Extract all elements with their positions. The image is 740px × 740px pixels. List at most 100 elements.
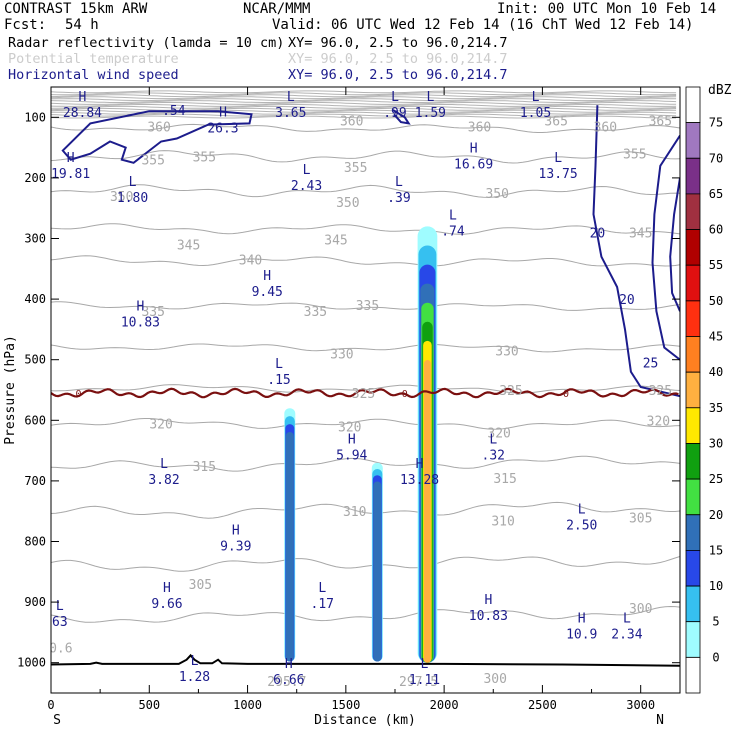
colorbar-swatch: [685, 122, 701, 159]
extremum-value: .99: [383, 106, 406, 121]
extremum-value: .32: [482, 449, 505, 464]
extremum-value: 1.80: [117, 191, 148, 206]
theta-contour-line: [51, 301, 680, 311]
extremum-marker: L: [395, 175, 403, 190]
wind-speed-contours: [61, 105, 680, 398]
potential-temperature-contours: [51, 123, 680, 623]
colorbar-label: 40: [709, 365, 723, 379]
stratosphere-contour-line: [51, 104, 677, 107]
extremum-value: 3.82: [148, 473, 179, 488]
extremum-value: 10.83: [121, 315, 160, 330]
extremum-value: 3.65: [275, 106, 306, 121]
theta-label: 330: [330, 348, 353, 363]
y-tick-label: 400: [24, 292, 46, 306]
theta-contour-line: [51, 455, 680, 472]
extremum-value: 9.66: [151, 597, 182, 612]
extremum-marker: L: [421, 657, 429, 672]
theta-label: 360: [468, 120, 491, 135]
field-name-wind: Horizontal wind speed: [8, 67, 179, 83]
colorbar-swatch: [685, 193, 701, 230]
wind-labels: .54 20 20 25: [162, 104, 658, 372]
field-xy-reflectivity: XY= 96.0, 2.5 to 96.0,214.7: [288, 35, 507, 51]
colorbar-label: 55: [709, 258, 723, 272]
extremum-marker: L: [489, 433, 497, 448]
extremum-marker: L: [129, 175, 137, 190]
x-tick-label: 500: [138, 698, 160, 712]
zero-isotherm-label: 0: [76, 389, 82, 400]
org-label: NCAR/MMM: [243, 1, 310, 17]
extremum-marker: H: [219, 105, 227, 120]
extremum-value: 9.39: [220, 539, 251, 554]
extremum-marker: H: [232, 523, 240, 538]
colorbar-swatch: [685, 550, 701, 587]
extremum-marker: H: [163, 581, 171, 596]
colorbar-swatch: [685, 229, 701, 266]
colorbar-label: 50: [709, 294, 723, 308]
colorbar-swatch: [685, 157, 701, 195]
extremum-marker: L: [554, 151, 562, 166]
theta-label: 360: [594, 120, 617, 135]
y-tick-label: 700: [24, 474, 46, 488]
theta-contour-line: [51, 184, 680, 198]
extremum-value: 13.75: [539, 167, 578, 182]
extremum-marker: L: [160, 457, 168, 472]
theta-label: 365: [544, 114, 567, 129]
reflectivity-cells: [284, 226, 438, 663]
field-name-reflectivity: Radar reflectivity (lamda = 10 cm): [8, 35, 284, 51]
theta-label: 350: [110, 190, 133, 205]
extremum-value: .17: [311, 597, 334, 612]
colorbar-swatch: [685, 371, 701, 409]
colorbar-swatch: [685, 443, 701, 480]
theta-contour-line: [51, 343, 680, 353]
field-xy-theta: XY= 96.0, 2.5 to 96.0,214.7: [288, 51, 507, 67]
theta-label: 335: [141, 305, 164, 320]
theta-contour-line: [51, 605, 680, 623]
theta-label: 295.7: [267, 675, 306, 690]
theta-label: 305: [629, 511, 652, 526]
extremum-marker: H: [578, 611, 586, 626]
theta-label: 330: [495, 345, 518, 360]
extremum-marker: H: [484, 593, 492, 608]
theta-label: 315: [493, 472, 516, 487]
x-tick-label: 1000: [233, 698, 262, 712]
stratosphere-contour-line: [51, 102, 677, 106]
extremum-marker: H: [470, 142, 478, 157]
y-tick-label: 900: [24, 595, 46, 609]
extremum-marker: H: [416, 457, 424, 472]
y-tick-label: 600: [24, 413, 46, 427]
x-tick-label: 2000: [430, 698, 459, 712]
theta-contour-line: [51, 123, 680, 133]
extremum-marker: L: [275, 357, 283, 372]
valid-time: Valid: 06 UTC Wed 12 Feb 14 (16 ChT Wed …: [272, 17, 693, 33]
theta-label: 300: [483, 672, 506, 687]
colorbar-label: 35: [709, 401, 723, 415]
theta-label: 360: [340, 114, 363, 129]
colorbar-unit: dBZ: [708, 83, 732, 98]
wind-speed-label: .54: [162, 104, 186, 119]
zero-isotherm: 0 0 0: [51, 387, 679, 400]
colorbar-swatch: [685, 585, 701, 623]
reflectivity-level-20: [285, 432, 294, 662]
x-axis-title: Distance (km): [314, 713, 416, 728]
stratosphere-contour-band: [51, 90, 677, 119]
reflectivity-level-20: [373, 481, 382, 662]
colorbar-label: 10: [709, 579, 723, 593]
theta-label: 345: [177, 239, 200, 254]
extremum-marker: L: [318, 581, 326, 596]
extremum-marker: L: [391, 90, 399, 105]
colorbar-label: 5: [712, 615, 719, 629]
theta-contour-line: [51, 255, 680, 267]
colorbar-label: 45: [709, 330, 723, 344]
colorbar-label: 15: [709, 543, 723, 557]
stratosphere-contour-line: [51, 96, 677, 100]
extremum-marker: L: [532, 90, 540, 105]
theta-label: 305: [189, 578, 212, 593]
theta-contour-line: [51, 556, 680, 572]
theta-label: 345: [324, 234, 347, 249]
plot-frame: [50, 86, 681, 694]
colorbar-label: 20: [709, 508, 723, 522]
theta-contour-line: [51, 223, 680, 235]
extremum-value: 10.83: [469, 609, 508, 624]
extremum-marker: L: [191, 654, 199, 669]
colorbar-swatch: [685, 514, 701, 551]
